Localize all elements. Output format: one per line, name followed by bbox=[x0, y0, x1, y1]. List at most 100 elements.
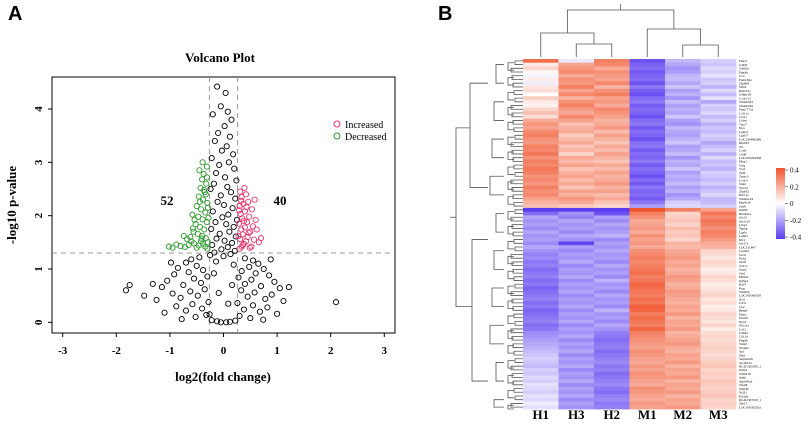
heatmap-cell bbox=[523, 126, 559, 131]
volcano-point bbox=[215, 129, 222, 137]
heatmap-cell bbox=[700, 271, 737, 276]
heatmap-row-label: Slc16a13 bbox=[739, 361, 752, 365]
heatmap-cell bbox=[523, 252, 559, 257]
heatmap-cell bbox=[594, 382, 630, 388]
dendrogram-branch bbox=[646, 28, 701, 57]
dendrogram-branch bbox=[513, 201, 523, 207]
heatmap-cell bbox=[558, 241, 595, 246]
heatmap-cells bbox=[523, 59, 737, 410]
heatmap-cell bbox=[558, 312, 595, 317]
volcano-point bbox=[223, 143, 230, 150]
heatmap-cell bbox=[594, 304, 630, 309]
heatmap-cell bbox=[558, 144, 595, 149]
heatmap-cell bbox=[629, 222, 666, 227]
heatmap-cell bbox=[558, 308, 595, 313]
heatmap-cell bbox=[665, 397, 701, 402]
volcano-point bbox=[196, 254, 203, 261]
heatmap-cell bbox=[594, 215, 630, 220]
heatmap-cell bbox=[665, 185, 701, 190]
heatmap-row-label: Zdbf2a bbox=[739, 67, 749, 71]
heatmap-row-label: Tmem199 bbox=[739, 104, 753, 108]
heatmap-cell bbox=[594, 327, 630, 332]
heatmap-cell bbox=[594, 282, 630, 287]
heatmap-row-label: Lgals1 bbox=[739, 130, 749, 134]
volcano-point bbox=[238, 287, 245, 294]
dendrogram-branch bbox=[493, 250, 504, 270]
heatmap-cell bbox=[629, 289, 666, 294]
volcano-point bbox=[247, 228, 254, 235]
heatmap-cell bbox=[558, 77, 595, 82]
volcano-point bbox=[149, 280, 156, 287]
heatmap-cell bbox=[665, 371, 701, 376]
heatmap-cell bbox=[665, 330, 701, 335]
heatmap-cell bbox=[594, 334, 630, 339]
volcano-point bbox=[204, 204, 212, 211]
volcano-point bbox=[249, 257, 257, 264]
heatmap-cell bbox=[558, 237, 595, 242]
dendrogram-branch bbox=[514, 134, 523, 140]
heatmap-cell bbox=[665, 77, 701, 82]
heatmap-cell bbox=[700, 181, 737, 186]
dendrogram-branch bbox=[507, 77, 514, 86]
heatmap-row-label: Cd11b bbox=[739, 335, 748, 339]
heatmap-cell bbox=[665, 304, 701, 309]
heatmap-cell bbox=[629, 353, 666, 358]
heatmap-cell bbox=[558, 219, 595, 224]
volcano-point bbox=[230, 223, 237, 230]
scale-tick-label: -0.2 bbox=[790, 217, 802, 225]
dendrogram-branch bbox=[495, 64, 504, 84]
dendrogram-branch bbox=[513, 90, 523, 95]
scale-tick-label: 0 bbox=[790, 200, 794, 208]
heatmap-cell bbox=[523, 144, 559, 149]
heatmap-cell bbox=[523, 222, 559, 227]
heatmap-cell bbox=[523, 323, 559, 328]
dendrogram-branch bbox=[514, 283, 523, 289]
heatmap-cell bbox=[523, 371, 559, 376]
volcano-point bbox=[251, 289, 258, 296]
heatmap-cell bbox=[700, 193, 737, 198]
heatmap-cell bbox=[594, 88, 630, 93]
heatmap-cell bbox=[594, 103, 630, 108]
heatmap-cell bbox=[523, 256, 559, 261]
dendrogram-branch bbox=[507, 241, 514, 250]
heatmap-cell bbox=[665, 267, 701, 272]
heatmap-cell bbox=[558, 152, 595, 157]
dendrogram-branch bbox=[507, 404, 514, 410]
volcano-point bbox=[225, 300, 232, 307]
column-dendrogram bbox=[540, 4, 719, 57]
heatmap-cell bbox=[558, 73, 595, 79]
heatmap-cell bbox=[594, 274, 630, 280]
heatmap-cell bbox=[523, 293, 559, 298]
heatmap-cell bbox=[700, 163, 737, 168]
volcano-point bbox=[240, 200, 247, 207]
heatmap-column-label: M1 bbox=[638, 407, 657, 422]
heatmap-cell bbox=[665, 62, 701, 67]
heatmap-cell bbox=[523, 73, 559, 79]
heatmap-cell bbox=[665, 319, 701, 324]
heatmap-cell bbox=[558, 88, 595, 93]
heatmap-cell bbox=[700, 122, 737, 127]
volcano-point bbox=[251, 196, 258, 203]
heatmap-row-label: Cd31 bbox=[739, 301, 747, 305]
volcano-point bbox=[228, 116, 235, 123]
heatmap-row-label: Tnnt3 bbox=[739, 342, 747, 346]
volcano-point bbox=[244, 233, 251, 241]
heatmap-cell bbox=[700, 66, 737, 71]
heatmap-cell bbox=[558, 375, 595, 380]
heatmap-cell bbox=[594, 323, 630, 328]
heatmap-cell bbox=[700, 211, 737, 216]
heatmap-cell bbox=[558, 215, 595, 220]
heatmap-cell bbox=[629, 204, 666, 209]
heatmap-row-label: Ostf1 bbox=[739, 260, 747, 264]
heatmap-cell bbox=[629, 382, 666, 388]
heatmap-cell bbox=[594, 237, 630, 242]
heatmap-cell bbox=[700, 207, 737, 213]
heatmap-cell bbox=[629, 241, 666, 246]
volcano-point bbox=[193, 244, 200, 251]
dendrogram-branch bbox=[513, 350, 523, 356]
heatmap-cell bbox=[700, 129, 737, 134]
volcano-point bbox=[245, 229, 252, 236]
heatmap-row-label: Nt5c1a bbox=[739, 324, 749, 328]
heatmap-cell bbox=[523, 152, 559, 157]
heatmap-cell bbox=[523, 204, 559, 209]
